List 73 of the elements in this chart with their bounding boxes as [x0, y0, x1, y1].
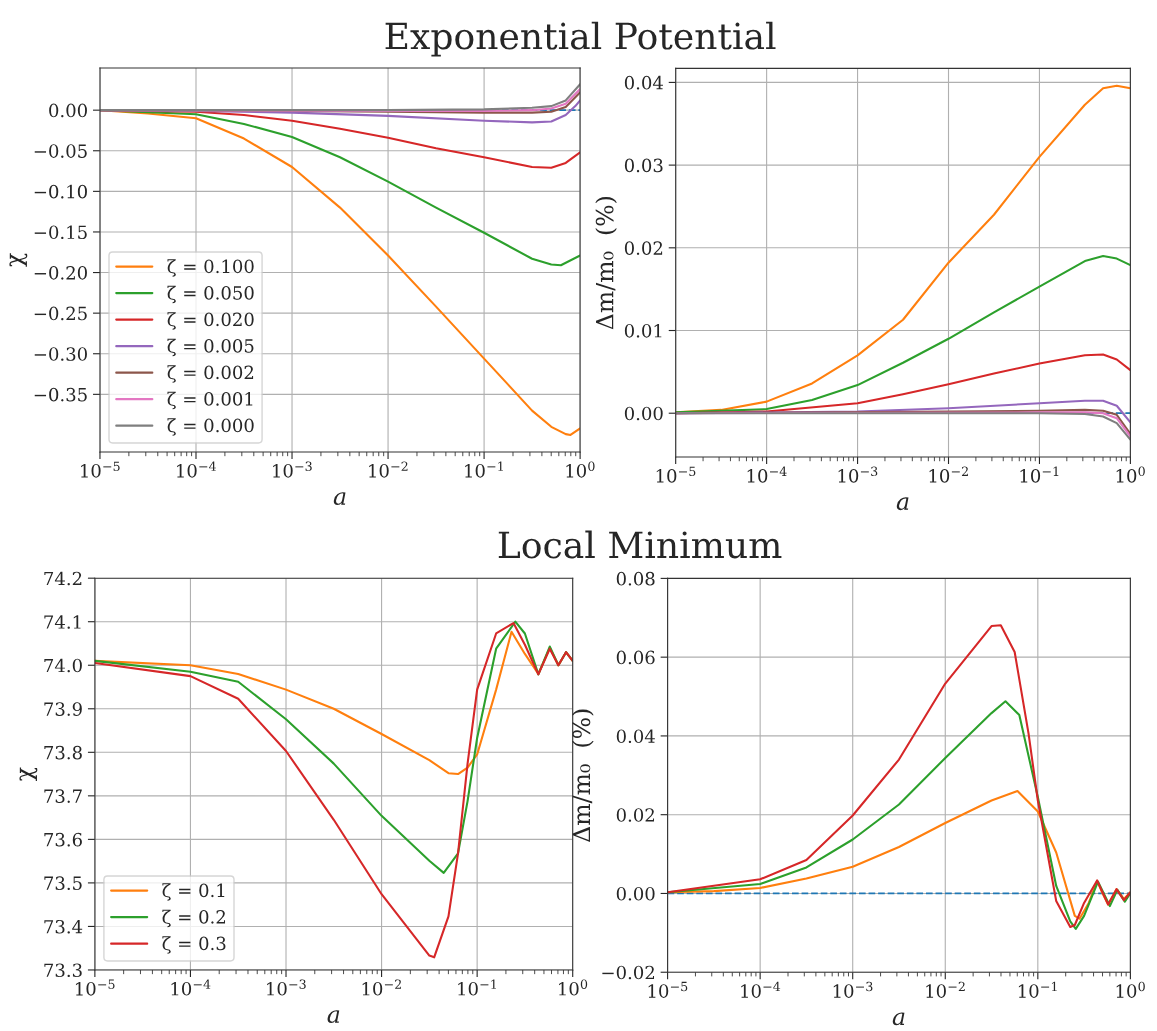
y-tick-label: 0.00: [616, 886, 655, 901]
x-axis-title: a: [333, 492, 346, 506]
x-tick-label: 10$^{−1}$: [465, 461, 503, 478]
x-axis-title: a: [896, 497, 909, 511]
y-tick-label: 74.0: [44, 658, 82, 673]
y-tick-label: 0.06: [616, 650, 655, 665]
y-tick-label: −0.30: [34, 347, 87, 361]
x-tick-label: 10$^{0}$: [1116, 466, 1145, 483]
x-axis-title: a: [892, 1012, 905, 1026]
y-tick-label: 0.03: [624, 158, 663, 173]
y-tick-label: 0.04: [616, 729, 655, 744]
legend-label: ζ = 0.2: [162, 909, 226, 928]
y-tick-label: 0.08: [616, 571, 655, 586]
x-tick-label: 10$^{−3}$: [267, 979, 306, 996]
x-tick-label: 10$^{−3}$: [838, 466, 878, 483]
x-tick-label: 10$^{−1}$: [458, 979, 496, 996]
y-axis-title: Δm/m₀ (%): [595, 197, 617, 330]
y-tick-label: 0.04: [624, 75, 663, 90]
x-tick-label: 10$^{−2}$: [929, 466, 968, 483]
y-tick-label: 0.00: [624, 406, 663, 421]
x-tick-label: 10$^{−5}$: [81, 461, 120, 478]
x-tick-label: 10$^{−1}$: [1020, 466, 1059, 483]
y-tick-label: 73.8: [44, 745, 82, 760]
y-tick-label: −0.10: [34, 184, 87, 199]
chart-title: Exponential Potential: [385, 21, 776, 57]
y-tick-label: 73.4: [44, 919, 83, 934]
chart-title: Local Minimum: [498, 530, 782, 559]
legend-label: ζ = 0.050: [167, 285, 254, 304]
x-tick-label: 10$^{−5}$: [656, 466, 696, 483]
x-tick-label: 10$^{−5}$: [75, 979, 115, 996]
x-tick-label: 10$^{0}$: [1116, 981, 1145, 998]
x-tick-label: 10$^{−2}$: [362, 979, 401, 996]
legend-label: ζ = 0.3: [162, 936, 226, 954]
x-tick-label: 10$^{−1}$: [1018, 981, 1057, 998]
x-tick-label: 10$^{−4}$: [741, 981, 781, 998]
legend-label: ζ = 0.100: [167, 259, 254, 277]
legend-label: ζ = 0.000: [167, 418, 254, 436]
y-tick-label: 73.9: [44, 702, 82, 716]
x-tick-label: 10$^{−3}$: [273, 461, 312, 478]
legend-label: ζ = 0.005: [167, 338, 254, 357]
legend-label: ζ = 0.001: [167, 391, 253, 410]
y-tick-label: −0.20: [34, 266, 87, 280]
y-tick-label: 0.00: [49, 103, 87, 118]
x-tick-label: 10$^{0}$: [559, 979, 588, 996]
x-tick-label: 10$^{−4}$: [747, 466, 787, 483]
y-axis-title: χ: [9, 253, 28, 267]
y-tick-label: 74.2: [44, 571, 82, 586]
legend-label: ζ = 0.020: [167, 312, 254, 330]
y-tick-label: −0.05: [34, 144, 87, 158]
legend-label: ζ = 0.1: [162, 883, 225, 901]
y-tick-label: 73.5: [44, 876, 82, 891]
x-tick-label: 10$^{−3}$: [833, 981, 873, 998]
x-tick-label: 10$^{−5}$: [648, 981, 688, 998]
y-tick-label: −0.15: [34, 225, 87, 240]
x-tick-label: 10$^{−4}$: [177, 461, 217, 478]
x-tick-label: 10$^{0}$: [566, 461, 595, 478]
y-tick-label: 0.02: [624, 241, 663, 255]
x-axis-title: a: [327, 1010, 340, 1024]
y-tick-label: −0.25: [34, 306, 87, 321]
x-tick-label: 10$^{−2}$: [926, 981, 965, 998]
x-tick-label: 10$^{−4}$: [171, 979, 211, 996]
y-tick-label: 73.3: [44, 963, 82, 978]
y-tick-label: 74.1: [44, 615, 81, 629]
y-tick-label: −0.35: [34, 387, 87, 402]
y-axis-title: χ: [19, 767, 38, 781]
y-tick-label: −0.02: [602, 965, 655, 980]
x-tick-label: 10$^{−2}$: [369, 461, 408, 478]
y-tick-label: 73.7: [44, 789, 82, 803]
y-tick-label: 0.01: [624, 323, 662, 338]
y-tick-label: 0.02: [616, 808, 655, 822]
y-axis-title: Δm/m₀ (%): [572, 709, 594, 842]
legend-label: ζ = 0.002: [167, 365, 254, 383]
y-tick-label: 73.6: [44, 832, 82, 847]
